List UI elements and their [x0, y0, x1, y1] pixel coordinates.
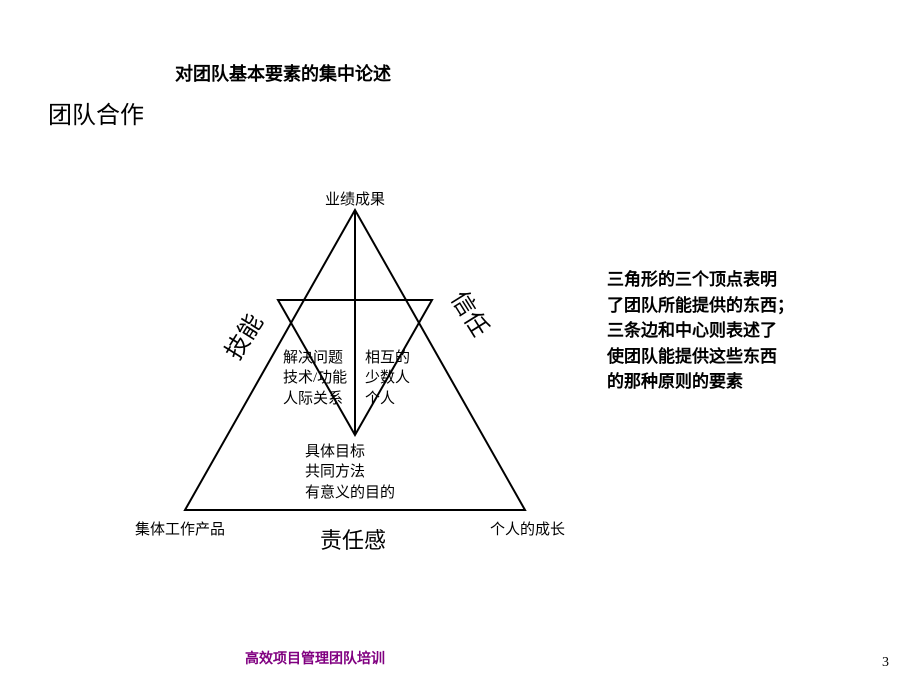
- page-number: 3: [882, 655, 889, 671]
- edge-bottom-label: 责任感: [320, 523, 386, 555]
- inner-bottom-block: 具体目标共同方法有意义的目的: [305, 442, 395, 503]
- description-text: 三角形的三个顶点表明了团队所能提供的东西；三条边和中心则表述了使团队能提供这些东…: [607, 267, 794, 395]
- inner-left-block: 解决问题技术/功能人际关系: [283, 348, 347, 409]
- vertex-left: 集体工作产品: [135, 518, 225, 539]
- vertex-right: 个人的成长: [490, 518, 565, 539]
- vertex-top: 业绩成果: [325, 188, 385, 209]
- inner-right-block: 相互的少数人个人: [365, 348, 410, 409]
- footer-text: 高效项目管理团队培训: [245, 648, 385, 668]
